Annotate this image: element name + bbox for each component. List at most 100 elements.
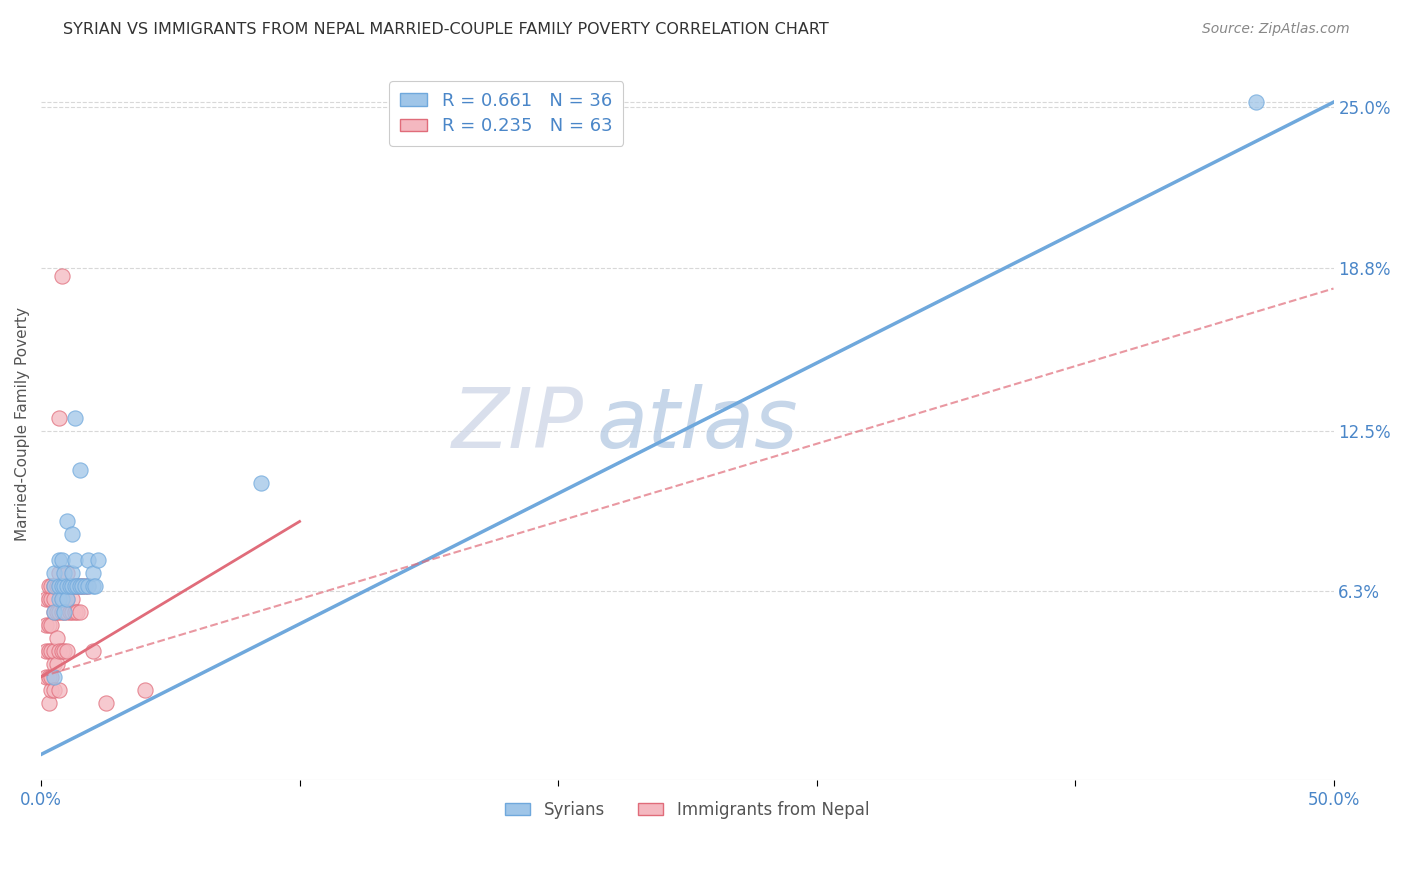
- Point: [60, 592, 83, 607]
- Point: [38, 592, 60, 607]
- Point: [72, 579, 94, 593]
- Point: [76, 579, 98, 593]
- Point: [35, 644, 58, 658]
- Point: [48, 579, 70, 593]
- Point: [94, 696, 117, 710]
- Point: [51, 268, 73, 283]
- Point: [42, 579, 65, 593]
- Point: [87, 553, 110, 567]
- Point: [66, 579, 89, 593]
- Point: [63, 579, 86, 593]
- Point: [58, 605, 80, 619]
- Point: [56, 579, 79, 593]
- Point: [250, 475, 273, 490]
- Point: [51, 579, 73, 593]
- Point: [82, 644, 104, 658]
- Point: [76, 553, 98, 567]
- Point: [41, 592, 63, 607]
- Legend: Syrians, Immigrants from Nepal: Syrians, Immigrants from Nepal: [499, 794, 876, 825]
- Point: [45, 605, 67, 619]
- Point: [53, 644, 76, 658]
- Point: [51, 644, 73, 658]
- Point: [41, 644, 63, 658]
- Point: [82, 579, 104, 593]
- Point: [56, 579, 79, 593]
- Point: [56, 592, 79, 607]
- Point: [53, 605, 76, 619]
- Point: [51, 592, 73, 607]
- Point: [66, 579, 89, 593]
- Point: [38, 618, 60, 632]
- Point: [63, 579, 86, 593]
- Text: SYRIAN VS IMMIGRANTS FROM NEPAL MARRIED-COUPLE FAMILY POVERTY CORRELATION CHART: SYRIAN VS IMMIGRANTS FROM NEPAL MARRIED-…: [63, 22, 830, 37]
- Point: [35, 592, 58, 607]
- Point: [41, 579, 63, 593]
- Point: [60, 579, 83, 593]
- Point: [48, 553, 70, 567]
- Point: [56, 605, 79, 619]
- Point: [69, 579, 91, 593]
- Point: [51, 579, 73, 593]
- Text: ZIP: ZIP: [451, 384, 583, 465]
- Point: [45, 579, 67, 593]
- Point: [63, 553, 86, 567]
- Point: [42, 592, 65, 607]
- Point: [73, 579, 96, 593]
- Point: [42, 644, 65, 658]
- Point: [73, 579, 96, 593]
- Point: [48, 411, 70, 425]
- Point: [48, 579, 70, 593]
- Point: [69, 463, 91, 477]
- Point: [56, 592, 79, 607]
- Point: [38, 579, 60, 593]
- Point: [42, 566, 65, 581]
- Point: [69, 579, 91, 593]
- Point: [42, 605, 65, 619]
- Point: [82, 566, 104, 581]
- Point: [60, 605, 83, 619]
- Point: [53, 605, 76, 619]
- Point: [53, 566, 76, 581]
- Point: [53, 579, 76, 593]
- Point: [38, 644, 60, 658]
- Point: [1244, 95, 1267, 110]
- Point: [72, 579, 94, 593]
- Point: [84, 579, 107, 593]
- Point: [53, 592, 76, 607]
- Point: [51, 553, 73, 567]
- Point: [51, 592, 73, 607]
- Point: [41, 670, 63, 684]
- Point: [60, 566, 83, 581]
- Point: [51, 605, 73, 619]
- Point: [56, 566, 79, 581]
- Point: [63, 411, 86, 425]
- Point: [63, 605, 86, 619]
- Point: [35, 618, 58, 632]
- Point: [45, 631, 67, 645]
- Text: Source: ZipAtlas.com: Source: ZipAtlas.com: [1202, 22, 1350, 37]
- Point: [42, 682, 65, 697]
- Point: [69, 605, 91, 619]
- Point: [56, 515, 79, 529]
- Point: [45, 657, 67, 671]
- Point: [42, 670, 65, 684]
- Point: [56, 644, 79, 658]
- Point: [42, 605, 65, 619]
- Point: [58, 579, 80, 593]
- Point: [53, 579, 76, 593]
- Point: [66, 605, 89, 619]
- Point: [76, 579, 98, 593]
- Point: [42, 579, 65, 593]
- Point: [41, 682, 63, 697]
- Y-axis label: Married-Couple Family Poverty: Married-Couple Family Poverty: [15, 308, 30, 541]
- Point: [35, 670, 58, 684]
- Point: [41, 618, 63, 632]
- Point: [48, 605, 70, 619]
- Point: [48, 682, 70, 697]
- Point: [60, 527, 83, 541]
- Point: [38, 696, 60, 710]
- Text: atlas: atlas: [596, 384, 799, 465]
- Point: [48, 592, 70, 607]
- Point: [42, 657, 65, 671]
- Point: [48, 566, 70, 581]
